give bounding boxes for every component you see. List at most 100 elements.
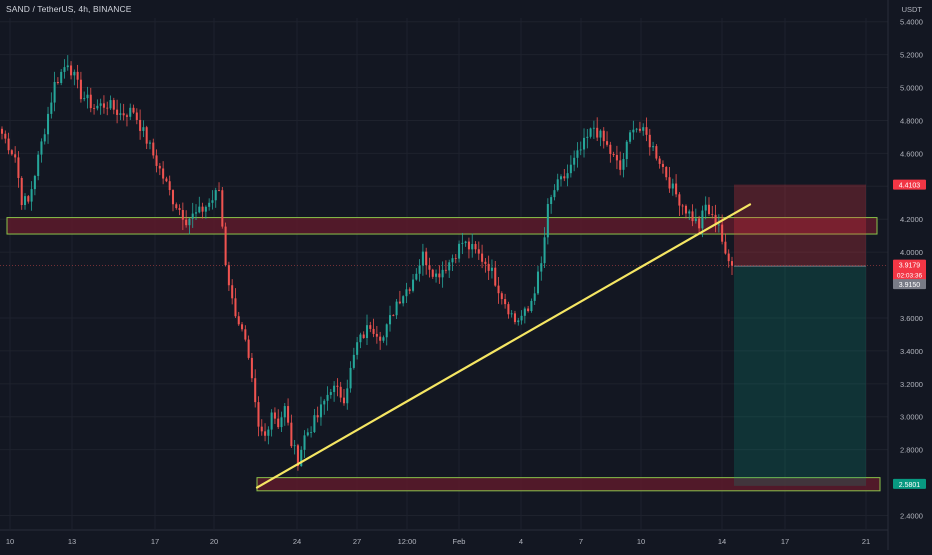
candle-body <box>402 296 405 304</box>
candle-body <box>704 204 707 211</box>
candle <box>188 217 191 235</box>
time-label: 12:00 <box>398 537 417 546</box>
candle-body <box>596 127 599 138</box>
candle <box>665 166 668 181</box>
candle <box>398 290 401 305</box>
price-label: 4.2000 <box>900 215 923 224</box>
symbol-title[interactable]: SAND / TetherUS, 4h, BINANCE <box>6 4 132 14</box>
candle-body <box>375 333 378 337</box>
candle <box>599 129 602 147</box>
candle <box>658 155 661 169</box>
candle <box>346 379 349 410</box>
candle-body <box>658 158 661 164</box>
candle <box>208 198 211 211</box>
candle <box>333 381 336 402</box>
candle <box>89 87 92 113</box>
candle <box>559 174 563 187</box>
candle <box>583 128 586 158</box>
candle-body <box>527 308 530 312</box>
candle-body <box>300 449 303 467</box>
price-label: 5.2000 <box>900 51 923 60</box>
candle-body <box>530 300 533 312</box>
candle-body <box>201 206 204 212</box>
candle-body <box>691 211 694 222</box>
candle-body <box>652 146 655 148</box>
candle <box>165 176 168 183</box>
candle <box>372 318 375 338</box>
candle-body <box>599 130 602 138</box>
candle-body <box>497 285 500 294</box>
candle <box>181 202 184 230</box>
candle-body <box>684 205 687 214</box>
candle-body <box>415 273 418 280</box>
candle <box>102 95 105 114</box>
candle <box>191 202 194 228</box>
candle-body <box>454 258 457 260</box>
candle <box>395 298 398 319</box>
candle-body <box>510 313 513 315</box>
candle-body <box>204 206 207 212</box>
time-label: 24 <box>293 537 301 546</box>
candle-body <box>655 146 658 159</box>
candle <box>185 210 188 228</box>
candle <box>14 146 17 163</box>
candle <box>536 265 540 295</box>
candle-body <box>283 406 286 418</box>
candle <box>569 155 572 178</box>
candle <box>198 196 201 214</box>
candle-body <box>648 134 651 148</box>
candle <box>563 168 566 182</box>
candle <box>727 249 730 268</box>
candle <box>471 233 474 258</box>
candle-body <box>602 130 605 142</box>
candle <box>500 291 503 305</box>
candle <box>63 59 66 79</box>
currency-label[interactable]: USDT <box>901 5 922 14</box>
candle <box>730 256 734 275</box>
candle-body <box>490 267 493 271</box>
candle <box>300 446 303 467</box>
candle-body <box>162 168 165 179</box>
candle-body <box>37 154 40 176</box>
price-tag-countdown: 02:03:36 <box>897 273 923 280</box>
candle <box>83 91 86 102</box>
price-tag-bg <box>893 478 926 489</box>
candle <box>678 192 681 217</box>
candle <box>461 232 464 255</box>
position-risk-zone <box>734 184 866 267</box>
candle-body <box>30 189 33 202</box>
candle <box>270 409 273 437</box>
candle-body <box>428 265 431 270</box>
candle-body <box>323 400 326 405</box>
candle-body <box>642 127 645 131</box>
time-label: 17 <box>151 537 159 546</box>
time-axis[interactable]: 10 13 17 20 24 27 12:00 Feb 4 7 10 14 17 21 <box>6 537 870 546</box>
candle <box>73 69 76 86</box>
candle-body <box>185 219 188 226</box>
candle-body <box>698 218 701 229</box>
candle-body <box>632 129 635 133</box>
candle <box>523 306 526 324</box>
candle <box>290 414 293 448</box>
candle <box>474 241 477 254</box>
candle <box>438 265 441 284</box>
price-label: 3.4000 <box>900 347 923 356</box>
candle <box>484 258 487 273</box>
candle <box>596 117 599 142</box>
candle <box>224 222 227 267</box>
candle-body <box>221 190 224 227</box>
candle-body <box>171 190 175 205</box>
price-tag-last: 3.9179 02:03:36 <box>893 259 926 281</box>
candle-body <box>352 354 355 368</box>
candle-body <box>260 426 263 432</box>
candle <box>27 194 30 204</box>
drawings-layer <box>255 203 752 489</box>
candle-body <box>280 417 283 428</box>
candle-body <box>365 325 369 338</box>
candle <box>546 198 549 245</box>
candle <box>342 388 346 406</box>
candle <box>155 149 158 173</box>
candle-body <box>247 339 250 358</box>
